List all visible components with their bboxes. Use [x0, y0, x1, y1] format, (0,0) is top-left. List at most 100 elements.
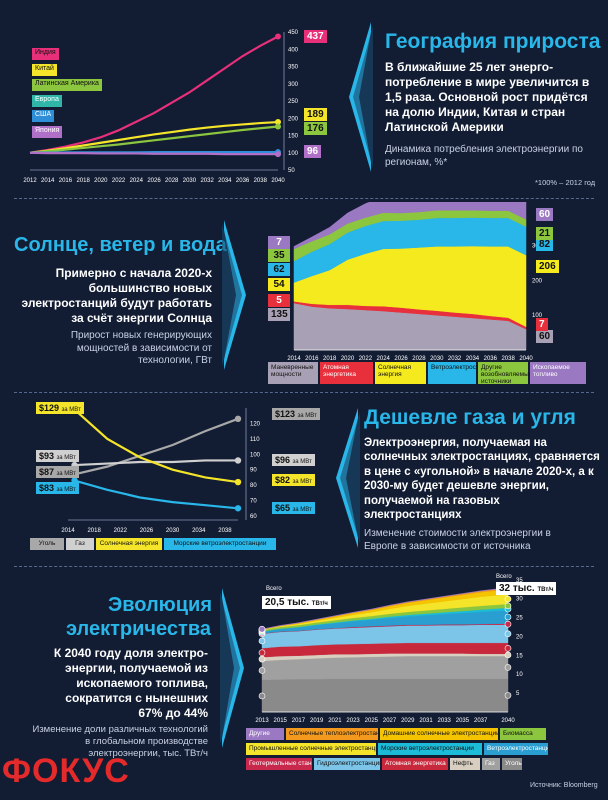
band-end-marker	[504, 620, 512, 628]
chart-generation-mix: 2013 2015 2017 2019 2021 2023 2025 2027 2029 2031…	[255, 578, 523, 724]
series-end-value: 7	[536, 318, 548, 331]
region-legend-item: Япония	[32, 125, 63, 138]
band-start-marker	[258, 667, 266, 674]
panel-sun-title: Солнце, ветер и вода	[14, 234, 227, 256]
panel-cheaper: 2014 2018 2022 2026 2030 2034 2038 60 70 80 90 100 1…	[0, 394, 608, 564]
x-tick-label: 2031	[419, 718, 433, 724]
series-end-point	[275, 33, 281, 40]
region-legend-item: Китай	[32, 63, 57, 76]
series-end-point	[275, 123, 281, 130]
region-legend-item: Латинская Америка	[32, 79, 102, 91]
unit-label: за МВт	[56, 455, 76, 461]
capacity-legend-item: Ветроэлектростанции	[428, 362, 497, 384]
x-tick-label: 2040	[501, 718, 515, 724]
x-tick-label: 2015	[274, 718, 288, 724]
x-tick-label: 2025	[365, 718, 379, 724]
region-legend-item: Европа	[32, 94, 62, 107]
series-end-value: $65 за МВт	[272, 502, 315, 514]
divider	[14, 198, 594, 199]
panel-sun-wind-water: Солнце, ветер и вода Примерно с начала 2…	[0, 200, 608, 390]
price-legend-item: Уголь	[30, 538, 64, 550]
x-tick-label: 2027	[383, 718, 397, 724]
divider	[14, 566, 594, 567]
y-tick-label: 35	[516, 578, 523, 584]
series-line	[74, 459, 238, 467]
panel-cheaper-title: Дешевле газа и угля	[364, 406, 576, 429]
y-tick-label: 100	[288, 151, 299, 157]
series-start-value: 35	[268, 249, 290, 262]
x-tick-label: 2018	[76, 178, 90, 184]
capacity-legend-item: Атомная энергетика	[320, 362, 373, 384]
series-end-point	[234, 415, 242, 422]
capacity-legend-item: Солнечная энергия	[375, 362, 426, 384]
unit-label: за МВт	[61, 407, 81, 413]
x-tick-label: 2038	[254, 178, 268, 184]
series-end-value: 96	[304, 145, 322, 158]
y-tick-label: 70	[250, 499, 257, 505]
generation-legend-item: Гидроэлектростанции	[314, 758, 380, 770]
series-start-value: 135	[268, 308, 290, 321]
x-tick-label: 2026	[140, 528, 154, 534]
x-tick-label: 2032	[200, 178, 214, 184]
panel-geography: 2012 2014 2016 2018 2020 2022 2024 2026 2028 2030…	[0, 0, 608, 200]
y-tick-label: 5	[516, 691, 520, 697]
y-tick-label: 60	[250, 514, 257, 520]
series-end-point	[234, 478, 242, 486]
brand-logo: ФОКУС	[2, 752, 130, 790]
x-tick-label: 2023	[346, 718, 360, 724]
series-line	[73, 408, 239, 484]
x-tick-label: 2022	[114, 528, 128, 534]
x-tick-label: 2033	[438, 718, 452, 724]
panel-geography-lead: В ближайшие 25 лет энерго-потребление в …	[385, 60, 590, 134]
y-tick-label: 100	[532, 313, 543, 319]
x-tick-label: 2036	[484, 356, 498, 362]
unit-label: за МВт	[292, 459, 312, 465]
series-start-value: $129 за МВт	[36, 402, 84, 414]
y-tick-label: 110	[250, 437, 260, 443]
generation-legend-item: Геотермальные станции	[246, 758, 312, 770]
generation-legend-item: Другие	[246, 728, 284, 740]
chart-new-capacity: 2014 2016 2018 2020 2022 2024 2026 2028 2030 2032…	[287, 202, 543, 362]
panel-evolution: Эволюция электричества К 2040 году доля …	[0, 568, 608, 800]
y-tick-label: 300	[288, 82, 299, 88]
band-end-marker	[504, 651, 512, 659]
generation-legend-item: Солнечные теплоэлектростанции	[286, 728, 378, 740]
unit-label: за МВт	[292, 507, 312, 513]
unit-label: ТВт/ч	[537, 587, 554, 593]
arrow-chevron-icon	[222, 220, 246, 370]
generation-legend-item: Атомная энергетика	[382, 758, 448, 770]
series-end-value: 437	[304, 30, 327, 43]
x-tick-label: 2036	[236, 178, 250, 184]
divider	[14, 392, 594, 393]
x-tick-label: 2021	[328, 718, 342, 724]
series-start-value: 7	[268, 236, 290, 249]
y-tick-label: 350	[288, 65, 299, 71]
x-tick-label: 2030	[430, 356, 444, 362]
band-end-marker	[504, 630, 512, 638]
generation-legend-item: Нефть	[450, 758, 480, 770]
band-end-marker	[504, 595, 512, 603]
x-tick-label: 2017	[292, 718, 306, 724]
series-end-point	[234, 505, 242, 512]
unit-label: за МВт	[56, 487, 76, 493]
band-end-marker	[504, 613, 512, 621]
capacity-legend-item: Другие возобновляемые источники	[478, 362, 532, 385]
series-end-value: $123 за МВт	[272, 408, 320, 420]
x-tick-label: 2029	[401, 718, 415, 724]
x-tick-label: 2019	[310, 718, 324, 724]
y-tick-label: 200	[288, 116, 299, 122]
series-end-value: $82 за МВт	[272, 474, 315, 486]
series-start-value: 5	[268, 294, 290, 307]
series-line	[74, 417, 239, 476]
arrow-chevron-icon	[220, 588, 244, 748]
x-tick-label: 2028	[412, 356, 426, 362]
x-tick-label: 2018	[87, 528, 101, 534]
y-tick-label: 90	[250, 468, 257, 474]
x-tick-label: 2035	[456, 718, 470, 724]
y-tick-label: 250	[288, 99, 299, 105]
y-tick-label: 400	[288, 47, 299, 53]
series-end-point	[234, 457, 242, 464]
x-tick-label: 2034	[466, 356, 480, 362]
x-tick-label: 2038	[218, 528, 232, 534]
series-end-point	[275, 151, 281, 158]
